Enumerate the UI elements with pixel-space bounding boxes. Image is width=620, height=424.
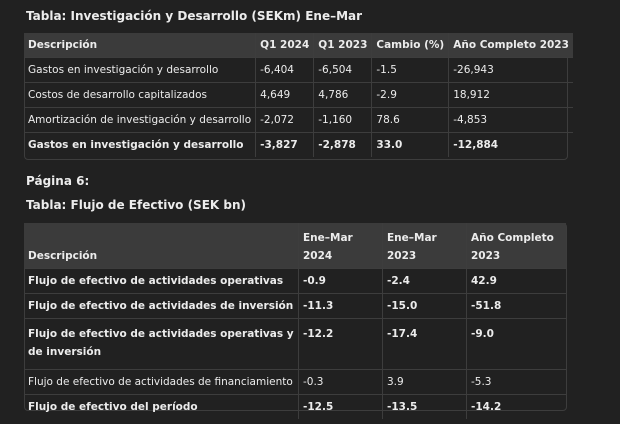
column-header: Q1 2024 — [255, 33, 314, 58]
table-cell: Flujo de efectivo de actividades operati… — [24, 268, 299, 294]
table-cell: -2,072 — [255, 107, 314, 133]
table-cell: -4,853 — [448, 107, 573, 133]
table2-title: Tabla: Flujo de Efectivo (SEK bn) — [26, 198, 246, 212]
table-row: Costos de desarrollo capitalizados 4,649… — [24, 82, 573, 108]
table-cell: -2,878 — [313, 132, 372, 157]
table-cell: Flujo de efectivo de actividades operati… — [24, 318, 299, 370]
table-cell: -51.8 — [466, 293, 566, 319]
table-cell: -12,884 — [448, 132, 573, 157]
table-cell: -13.5 — [382, 394, 467, 419]
column-header: Ene–Mar 2023 — [382, 223, 467, 269]
table-cell: 42.9 — [466, 268, 566, 294]
table-cell: Amortización de investigación y desarrol… — [24, 107, 256, 133]
column-header: Descripción — [24, 223, 299, 269]
column-header: Descripción — [24, 33, 256, 58]
rd-table: Descripción Q1 2024 Q1 2023 Cambio (%) A… — [24, 33, 573, 157]
table-row: Flujo de efectivo de actividades operati… — [24, 268, 566, 294]
cashflow-table: Descripción Ene–Mar 2024 Ene–Mar 2023 Añ… — [24, 223, 566, 419]
table-cell: 33.0 — [371, 132, 449, 157]
table-row: Flujo de efectivo de actividades de inve… — [24, 293, 566, 319]
page-label: Página 6: — [26, 174, 90, 188]
table-cell: 18,912 — [448, 82, 573, 108]
table-row: Gastos en investigación y desarrollo -6,… — [24, 57, 573, 83]
table1-title: Tabla: Investigación y Desarrollo (SEKm)… — [26, 9, 363, 23]
table-cell: Flujo de efectivo de actividades de fina… — [24, 369, 299, 395]
table-cell: -2.9 — [371, 82, 449, 108]
column-header: Año Completo 2023 — [448, 33, 573, 58]
table-cell: -11.3 — [298, 293, 383, 319]
table-cell: Flujo de efectivo de actividades de inve… — [24, 293, 299, 319]
table-cell: Flujo de efectivo del período — [28, 401, 198, 413]
column-header: Q1 2023 — [313, 33, 372, 58]
table-cell: 4,786 — [313, 82, 372, 108]
table-cell: Gastos en investigación y desarrollo — [24, 57, 256, 83]
table-cell: -3,827 — [255, 132, 314, 157]
column-header: Año Completo 2023 — [466, 223, 566, 269]
column-header: Cambio (%) — [371, 33, 449, 58]
table-cell: -17.4 — [382, 318, 467, 370]
table-cell: -26,943 — [448, 57, 573, 83]
table-cell: -5.3 — [466, 369, 566, 395]
table-cell: -6,504 — [313, 57, 372, 83]
table-cell: -1.5 — [371, 57, 449, 83]
table-row: Flujo de efectivo del período -12.5 -13.… — [24, 394, 566, 419]
table-cell: -0.3 — [298, 369, 383, 395]
table-cell: Gastos en investigación y desarrollo — [28, 139, 244, 151]
table-header-row: Descripción Ene–Mar 2024 Ene–Mar 2023 Añ… — [24, 223, 566, 269]
table-row: Flujo de efectivo de actividades de fina… — [24, 369, 566, 395]
table-cell: -12.5 — [298, 394, 383, 419]
table-cell: 78.6 — [371, 107, 449, 133]
table-cell: -12.2 — [298, 318, 383, 370]
table-cell: -1,160 — [313, 107, 372, 133]
table-cell: 4,649 — [255, 82, 314, 108]
table-cell: Costos de desarrollo capitalizados — [24, 82, 256, 108]
table-cell: -0.9 — [298, 268, 383, 294]
table-row: Amortización de investigación y desarrol… — [24, 107, 573, 133]
table-row-total: Gastos en investigación y desarrollo -3,… — [24, 132, 573, 157]
table-cell: -2.4 — [382, 268, 467, 294]
table-cell: -15.0 — [382, 293, 467, 319]
table-cell: -9.0 — [466, 318, 566, 370]
column-header: Ene–Mar 2024 — [298, 223, 383, 269]
table-cell: 3.9 — [382, 369, 467, 395]
table-header-row: Descripción Q1 2024 Q1 2023 Cambio (%) A… — [24, 33, 573, 58]
table-cell: -14.2 — [466, 394, 566, 419]
table-cell: -6,404 — [255, 57, 314, 83]
table-row: Flujo de efectivo de actividades operati… — [24, 318, 566, 370]
